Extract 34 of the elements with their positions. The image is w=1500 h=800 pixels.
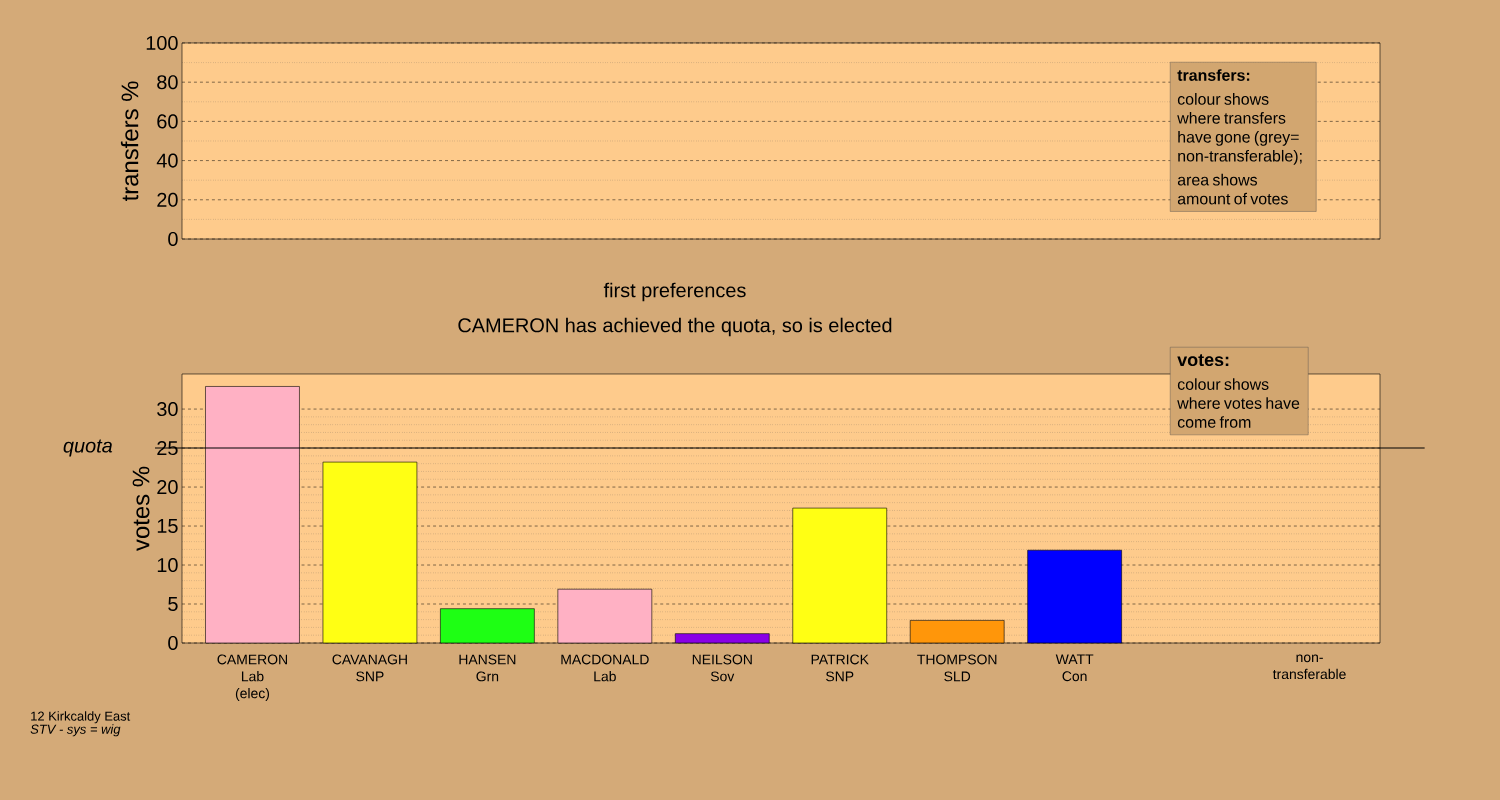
- annotation: colour shows where transfers have gone (grey= non-transferable);: [1177, 93, 1302, 165]
- x-tick-label: THOMPSON SLD: [917, 654, 997, 682]
- text: 12 Kirkcaldy East: [31, 711, 131, 724]
- y-tick-label: 60: [157, 114, 178, 129]
- x-tick-label: WATT Con: [1055, 654, 1094, 682]
- text: votes:: [1177, 354, 1229, 367]
- y-tick-label: 15: [157, 519, 178, 533]
- ref-line-label: quota: [63, 439, 113, 457]
- y-tick-label: 0: [168, 635, 178, 651]
- y-tick-label: 25: [157, 441, 178, 456]
- annotation: transfers:: [1177, 69, 1250, 81]
- y-axis-title: transfers %: [120, 81, 139, 202]
- y-tick-label: 5: [168, 597, 178, 611]
- x-tick-label: HANSEN Grn: [459, 654, 516, 682]
- y-tick-label: 100: [146, 35, 178, 51]
- text: STV - sys = wig: [30, 724, 121, 737]
- x-tick-label: NEILSON Sov: [692, 654, 752, 682]
- x-tick-label: non- transferable: [1272, 654, 1346, 680]
- x-tick-label: CAVANAGH SNP: [332, 654, 407, 682]
- y-tick-label: 30: [157, 402, 178, 417]
- y-tick-label: 20: [157, 192, 178, 207]
- x-tick-label: PATRICK SNP: [811, 654, 869, 682]
- y-tick-label: 40: [156, 153, 178, 168]
- y-tick-label: 20: [157, 480, 178, 495]
- x-tick-label: MACDONALD Lab: [561, 654, 649, 682]
- chart-title: first preferences: [603, 282, 746, 302]
- x-tick-label: CAMERON Lab (elec): [217, 654, 287, 702]
- annotation: area shows amount of votes: [1177, 173, 1288, 205]
- y-tick-label: 10: [157, 557, 178, 573]
- y-tick-label: 80: [157, 75, 178, 90]
- chart-subtitle: CAMERON has achieved the quota, so is elected: [458, 317, 892, 337]
- y-axis-title: votes %: [132, 466, 150, 551]
- annotation: colour shows where votes have come from: [1177, 378, 1300, 428]
- y-tick-label: 0: [168, 231, 178, 247]
